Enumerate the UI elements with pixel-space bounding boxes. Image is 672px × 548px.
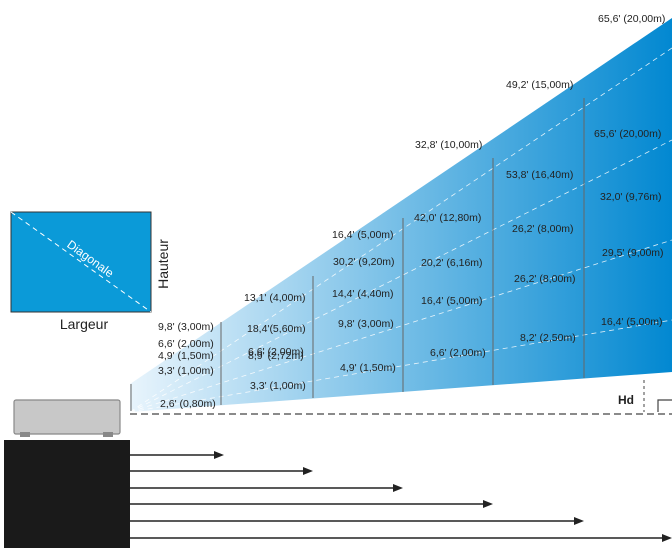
col3-diagonal-label: 16,4' (5,00m)	[332, 229, 394, 241]
projector-foot-left	[20, 432, 30, 437]
inset-height-label: Hauteur	[155, 239, 171, 289]
col5-diagonal-label: 49,2' (15,00m)	[506, 79, 573, 91]
hd-label: Hd	[618, 393, 634, 407]
col5-offset-label: 26,2' (8,00m)	[514, 273, 576, 285]
col2-height-label: 8,9' (2,72m)	[248, 350, 304, 362]
projector-stand	[4, 440, 130, 548]
col1-offset-label: 3,3' (1,00m)	[158, 365, 214, 377]
col4-offset-label: 16,4' (5,00m)	[421, 295, 483, 307]
col6-distance-label: 16,4' (5,00m)	[601, 316, 663, 328]
col1-width-label: 6,6' (2,00m)	[158, 338, 214, 350]
col5-distance-label: 8,2' (2,50m)	[520, 332, 576, 344]
col3-width-label: 30,2' (9,20m)	[333, 256, 395, 268]
col3-offset-label: 9,8' (3,00m)	[338, 318, 394, 330]
col3-height-label: 14,4' (4,40m)	[332, 288, 394, 300]
col2-distance-label: 3,3' (1,00m)	[250, 380, 306, 392]
inset-width-label: Largeur	[60, 316, 109, 332]
projector-foot-right	[103, 432, 113, 437]
col1-distance-label: 2,6' (0,80m)	[160, 398, 216, 410]
col1-diagonal-label: 9,8' (3,00m)	[158, 321, 214, 333]
inset-diagonal-line	[10, 211, 152, 313]
col6-height-label: 32,0' (9,76m)	[600, 191, 662, 203]
col6-offset-label: 29,5' (9,00m)	[602, 247, 664, 259]
screen-lines	[130, 98, 585, 411]
col5-height-label: 26,2' (8,00m)	[512, 223, 574, 235]
col2-width-label: 18,4'(5,60m)	[247, 323, 306, 335]
col5-width-label: 53,8' (16,40m)	[506, 169, 573, 181]
col4-width-label: 42,0' (12,80m)	[414, 212, 481, 224]
col2-offset-label-visible: 6,6' (2,00m)	[248, 346, 304, 358]
projection-beam	[130, 18, 672, 412]
projector-body	[13, 399, 121, 435]
col1-height-label: 4,9' (1,50m)	[158, 350, 214, 362]
col6-diagonal-label: 65,6' (20,00m)	[598, 13, 665, 25]
col4-distance-label: 6,6' (2,00m)	[430, 347, 486, 359]
beam-rays	[129, 47, 672, 413]
distance-arrows	[130, 451, 672, 542]
col4-diagonal-label: 32,8' (10,00m)	[415, 139, 482, 151]
col3-distance-label: 4,9' (1,50m)	[340, 362, 396, 374]
hd-marker	[643, 380, 672, 412]
col4-height-label: 20,2' (6,16m)	[421, 257, 483, 269]
col2-diagonal-label: 13,1' (4,00m)	[244, 292, 306, 304]
col6-width-label: 65,6' (20,00m)	[594, 128, 661, 140]
